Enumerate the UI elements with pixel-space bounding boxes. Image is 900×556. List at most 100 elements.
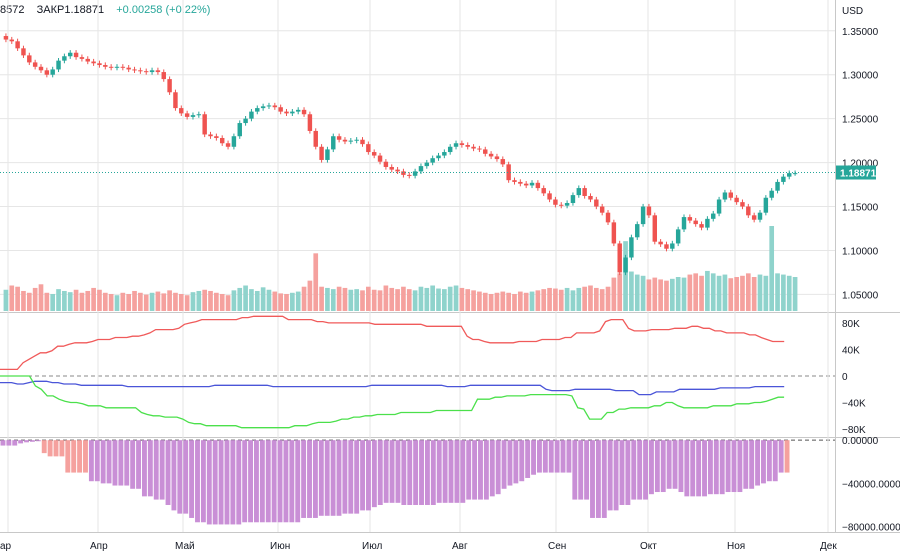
histogram-bar	[41, 440, 47, 454]
histogram-bar	[53, 440, 59, 457]
histogram-bar	[218, 440, 224, 525]
candle-body	[44, 70, 50, 75]
volume-bar	[506, 292, 511, 311]
volume-bar	[348, 289, 354, 311]
histogram-bar	[696, 440, 702, 497]
volume-bar	[3, 289, 9, 311]
volume-bar	[412, 290, 418, 311]
volume-bar	[178, 294, 184, 311]
candle-body	[740, 202, 745, 207]
volume-bar	[751, 277, 757, 311]
histogram-bar	[130, 440, 136, 489]
volume-bar	[155, 291, 161, 311]
volume-bar	[500, 291, 506, 311]
indicator-line	[0, 315, 785, 371]
histogram-bars	[0, 440, 790, 525]
volume-bar	[629, 271, 634, 311]
histogram-bar	[519, 440, 525, 482]
currency-label: USD	[842, 6, 863, 17]
histogram-bar	[336, 440, 342, 516]
histogram-bar	[572, 440, 578, 500]
time-axis-label: Окт	[640, 541, 657, 552]
histogram-bar	[766, 440, 772, 482]
histogram-bar	[348, 440, 354, 514]
candle-body	[389, 166, 394, 170]
candle-body	[617, 243, 622, 273]
candle-body	[646, 206, 652, 216]
volume-bar	[143, 294, 149, 311]
histogram-bar	[525, 440, 531, 478]
histogram-bar	[307, 440, 312, 518]
volume-bar	[541, 289, 547, 311]
candle-body	[62, 56, 67, 61]
volume-bar	[529, 291, 535, 311]
histogram-bar	[59, 440, 65, 457]
candle-body	[658, 241, 663, 245]
candle-body	[436, 155, 441, 159]
histogram-bar	[678, 440, 684, 493]
candlestick-series	[0, 33, 835, 276]
candle-body	[79, 57, 85, 59]
volume-bar	[734, 277, 739, 311]
histogram-bar	[719, 440, 725, 495]
histogram-bar	[442, 440, 448, 503]
histogram-bar	[536, 440, 542, 473]
volume-bar	[517, 291, 523, 311]
histogram-bar	[743, 440, 749, 489]
candle-body	[570, 195, 576, 204]
histogram-bar	[495, 440, 501, 495]
candle-body	[693, 220, 698, 225]
histogram-bar	[206, 440, 212, 525]
candle-body	[336, 136, 342, 140]
histogram-bar	[419, 440, 424, 505]
histogram-bar	[637, 440, 643, 500]
histogram-bar	[472, 440, 478, 500]
volume-bar	[231, 290, 237, 311]
volume-bar	[32, 287, 38, 311]
time-axis-label: Апр	[90, 541, 108, 552]
histogram-bar	[12, 440, 18, 446]
volume-bar	[290, 292, 295, 311]
histogram-bar	[489, 440, 495, 497]
histogram-bar	[584, 440, 590, 500]
volume-bar	[307, 280, 313, 311]
volume-bar	[108, 294, 114, 311]
candle-body	[523, 183, 529, 186]
histogram-bar	[566, 440, 572, 473]
candle-body	[149, 70, 155, 73]
candle-body	[97, 63, 102, 66]
candle-body	[412, 171, 418, 176]
candle-body	[219, 137, 225, 144]
volume-bar	[85, 290, 91, 311]
price-tick-label: 1.35000	[842, 27, 879, 38]
candle-body	[465, 145, 470, 147]
candle-body	[278, 107, 283, 112]
histogram-bar	[413, 440, 419, 505]
candle-body	[681, 217, 687, 230]
volume-bar	[786, 275, 792, 311]
candle-body	[319, 146, 324, 160]
histogram-bar	[342, 440, 348, 514]
histogram-bar	[195, 440, 200, 523]
volume-bar	[418, 286, 424, 311]
volume-bar	[126, 294, 132, 311]
volume-bar	[535, 290, 541, 311]
volume-bar	[745, 273, 751, 311]
indicator-line	[0, 375, 785, 429]
candle-body	[138, 70, 143, 72]
histogram-bar	[383, 440, 389, 503]
histogram-bar	[265, 440, 271, 523]
candle-body	[27, 55, 32, 63]
volume-bar	[173, 292, 178, 311]
indicator-tick-label: 40K	[842, 345, 860, 356]
histogram-bar	[65, 440, 71, 473]
histogram-bar	[466, 440, 472, 500]
candle-body	[143, 71, 149, 73]
candle-body	[120, 66, 126, 68]
candle-body	[477, 148, 482, 150]
volume-bars	[3, 226, 798, 311]
histogram-bar	[94, 440, 100, 482]
histogram-bar	[501, 440, 507, 489]
volume-bar	[681, 277, 687, 311]
